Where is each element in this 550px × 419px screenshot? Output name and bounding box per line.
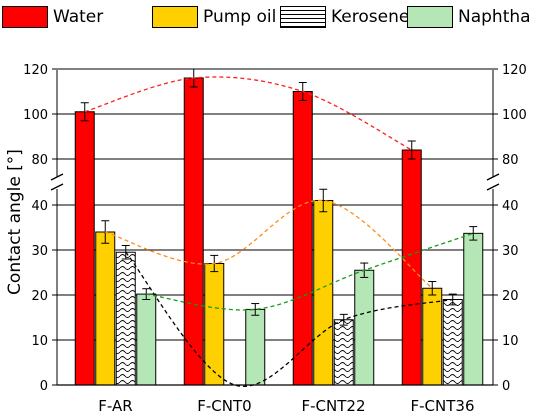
bar-naphtha-f-cnt0 xyxy=(245,308,266,386)
legend: Water Pump oil Kerosene Naphtha xyxy=(0,0,550,34)
y-tick-label-left: 10 xyxy=(31,334,48,349)
y-tick-label-left: 0 xyxy=(40,379,48,394)
bar-kerosene-f-cnt22 xyxy=(333,319,354,386)
y-tick-label-right: 20 xyxy=(502,289,519,304)
bar-water-f-ar xyxy=(74,111,95,386)
y-tick-label-left: 40 xyxy=(31,199,48,214)
legend-swatch-pump-oil xyxy=(152,6,198,28)
legend-label-kerosene: Kerosene xyxy=(331,7,410,27)
legend-label-naphtha: Naphtha xyxy=(458,7,531,27)
bar-kerosene-f-ar xyxy=(115,251,136,386)
bar-water-f-cnt0 xyxy=(183,77,204,386)
bar-pump-oil-f-cnt0 xyxy=(204,263,225,386)
x-tick-label: F-AR xyxy=(98,397,132,415)
bar-kerosene-f-cnt36 xyxy=(442,299,463,386)
legend-swatch-naphtha xyxy=(407,6,453,28)
axis-break-mark xyxy=(50,173,64,181)
y-tick-label-right: 30 xyxy=(502,244,519,259)
bars xyxy=(74,68,484,386)
legend-label-pump-oil: Pump oil xyxy=(203,7,277,27)
legend-item-naphtha: Naphtha xyxy=(407,4,531,30)
legend-item-pump-oil: Pump oil xyxy=(152,4,276,30)
axis-break-mark xyxy=(50,183,64,191)
legend-item-kerosene: Kerosene xyxy=(280,4,409,30)
bar-water-f-cnt22 xyxy=(292,91,313,386)
x-tick-label: F-CNT22 xyxy=(302,397,366,415)
legend-label-water: Water xyxy=(53,7,104,27)
y-tick-label-right: 40 xyxy=(502,199,519,214)
legend-item-water: Water xyxy=(2,4,103,30)
legend-swatch-water xyxy=(2,6,48,28)
y-tick-label-right: 80 xyxy=(502,153,519,168)
x-tick-label: F-CNT36 xyxy=(411,397,475,415)
bar-naphtha-f-cnt36 xyxy=(463,232,484,386)
bar-naphtha-f-cnt22 xyxy=(354,269,375,386)
axis-break-mark xyxy=(486,173,500,181)
y-tick-label-left: 20 xyxy=(31,289,48,304)
bar-pump-oil-f-ar xyxy=(95,231,116,386)
axes: 0 0 10 10 20 20 30 30 40 40 80 80 100 100 120 120 F-AR F-… xyxy=(23,63,527,415)
y-tick-label-right: 0 xyxy=(502,379,510,394)
axis-break-mark xyxy=(486,183,500,191)
y-tick-label-right: 120 xyxy=(502,63,527,78)
y-tick-label-right: 100 xyxy=(502,108,527,123)
y-tick-label-left: 100 xyxy=(23,108,48,123)
y-tick-label-left: 80 xyxy=(31,153,48,168)
legend-swatch-kerosene xyxy=(280,6,326,28)
bar-naphtha-f-ar xyxy=(136,293,157,386)
bar-pump-oil-f-cnt22 xyxy=(313,200,334,386)
y-axis-title: Contact angle [°] xyxy=(5,149,25,295)
y-tick-label-left: 30 xyxy=(31,244,48,259)
y-tick-label-right: 10 xyxy=(502,334,519,349)
bar-water-f-cnt36 xyxy=(401,149,422,386)
trend-line-pump-oil xyxy=(105,199,433,289)
x-tick-label: F-CNT0 xyxy=(197,397,251,415)
trend-line-water xyxy=(84,76,413,151)
trend-line-kerosene xyxy=(125,251,453,387)
trend-lines xyxy=(84,76,474,387)
y-tick-label-left: 120 xyxy=(23,63,48,78)
